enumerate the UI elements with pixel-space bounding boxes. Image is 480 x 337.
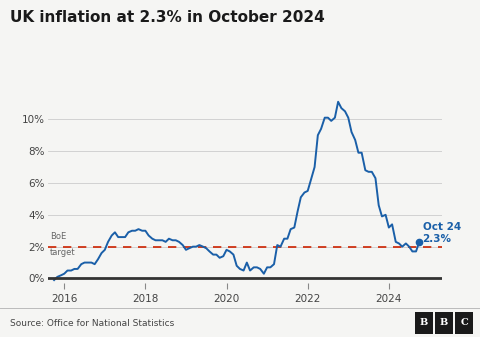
Text: B: B: [420, 318, 428, 327]
Text: BoE: BoE: [50, 232, 66, 241]
Text: UK inflation at 2.3% in October 2024: UK inflation at 2.3% in October 2024: [10, 10, 324, 25]
Text: B: B: [440, 318, 448, 327]
Text: Oct 24
2.3%: Oct 24 2.3%: [422, 222, 461, 244]
Text: C: C: [460, 318, 468, 327]
Text: target: target: [50, 248, 76, 257]
Text: Source: Office for National Statistics: Source: Office for National Statistics: [10, 319, 174, 328]
